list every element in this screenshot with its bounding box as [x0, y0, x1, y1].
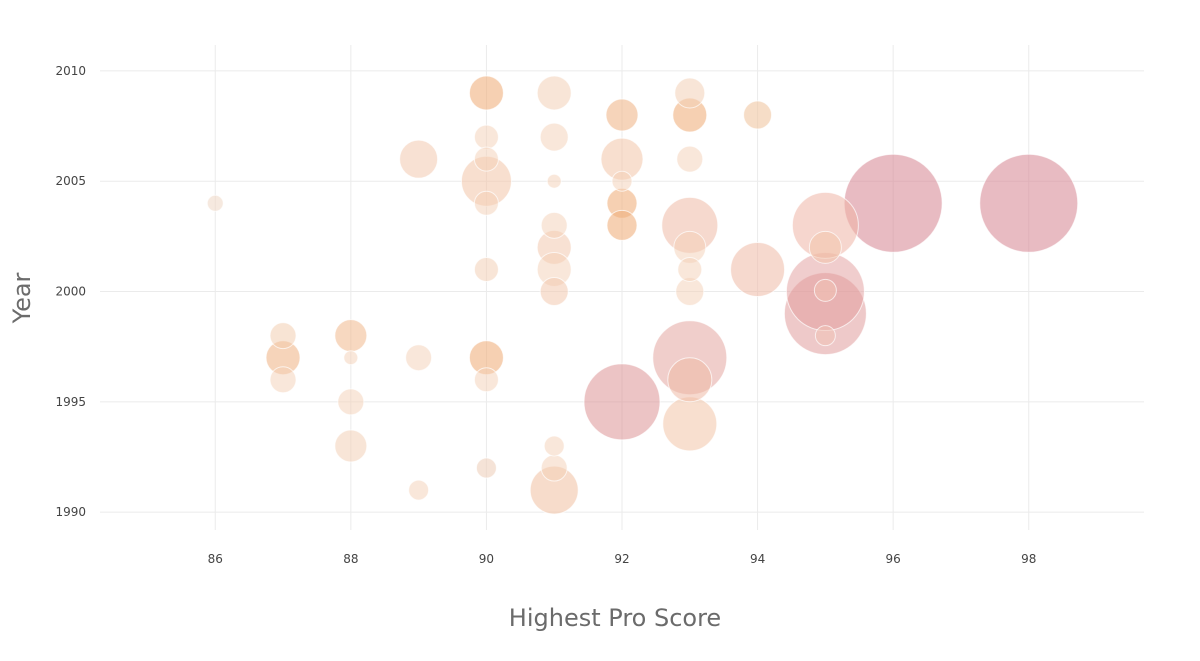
x-tick-label: 98: [1021, 552, 1036, 566]
data-point: [808, 230, 842, 264]
data-point: [473, 256, 499, 282]
data-point: [539, 277, 569, 307]
data-point: [543, 435, 565, 457]
data-point: [405, 344, 433, 372]
y-tick-label: 2010: [55, 64, 86, 78]
data-point: [473, 190, 499, 216]
x-tick-label: 86: [208, 552, 223, 566]
data-point: [334, 319, 368, 353]
data-point: [606, 209, 638, 241]
data-point: [337, 388, 365, 416]
data-point: [475, 457, 497, 479]
data-point: [473, 124, 499, 150]
data-point: [468, 75, 504, 111]
data-point: [269, 322, 297, 350]
data-point: [662, 396, 718, 452]
data-point: [583, 363, 661, 441]
data-point: [269, 366, 297, 394]
data-point: [677, 256, 703, 282]
data-point: [674, 77, 706, 109]
data-point: [813, 278, 837, 302]
data-point: [536, 75, 572, 111]
data-point: [667, 357, 713, 403]
data-point: [473, 367, 499, 393]
data-point: [343, 350, 359, 366]
y-tick-label: 1995: [55, 395, 86, 409]
data-point: [408, 479, 430, 501]
data-point: [743, 100, 773, 130]
x-tick-label: 90: [479, 552, 494, 566]
data-points: [206, 75, 1079, 515]
data-point: [334, 429, 368, 463]
x-axis-title: Highest Pro Score: [509, 604, 721, 632]
data-point: [546, 173, 562, 189]
data-point: [399, 139, 439, 179]
y-tick-label: 1990: [55, 505, 86, 519]
data-point: [605, 98, 639, 132]
y-axis-title: Year: [8, 272, 36, 324]
data-point: [979, 153, 1079, 253]
data-point: [473, 146, 499, 172]
y-tick-label: 2005: [55, 174, 86, 188]
y-tick-label: 2000: [55, 285, 86, 299]
axis-tick-labels: 86 88 90 92 94 96 98 1990 1995 2000 2005 2010: [55, 64, 1036, 566]
data-point: [730, 241, 786, 297]
data-point: [540, 211, 568, 239]
data-point: [540, 454, 568, 482]
x-tick-label: 96: [886, 552, 901, 566]
data-point: [676, 145, 704, 173]
x-tick-label: 92: [614, 552, 629, 566]
x-tick-label: 88: [343, 552, 358, 566]
data-point: [843, 153, 943, 253]
data-point: [814, 325, 836, 347]
x-tick-label: 94: [750, 552, 765, 566]
data-point: [539, 122, 569, 152]
data-point: [206, 194, 224, 212]
data-point: [611, 170, 633, 192]
